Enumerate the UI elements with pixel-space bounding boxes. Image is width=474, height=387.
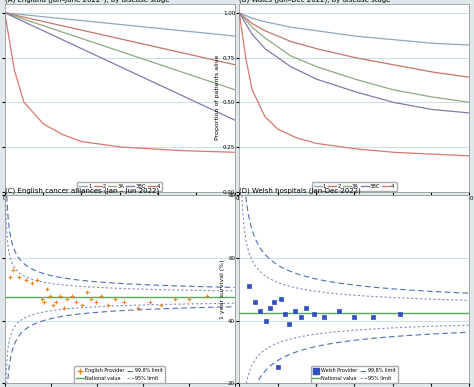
Point [335,308,343,314]
Point [33,277,41,283]
Point [60,305,67,311]
Legend: 1, 2, 3A, 3BC, 4: 1, 2, 3A, 3BC, 4 [312,182,397,191]
Point [396,311,404,317]
Point [7,274,14,280]
Y-axis label: 1 year survival (%): 1 year survival (%) [220,260,225,319]
Point [28,280,36,286]
Point [78,302,86,308]
Point [15,274,22,280]
Point [291,308,299,314]
Text: (A) England (Jan–June 2022*), by disease stage: (A) England (Jan–June 2022*), by disease… [5,0,169,3]
Legend: English Provider, National value, 99.8% limit, 95% limit: English Provider, National value, 99.8% … [74,366,165,383]
Text: (B) Wales (Jan–Dec 2022), by disease stage: (B) Wales (Jan–Dec 2022), by disease sta… [239,0,391,3]
Point [73,299,80,305]
Point [53,299,60,305]
Point [171,296,179,302]
Point [320,314,328,320]
Text: (C) English cancer alliances (Jan – Jun 2022): (C) English cancer alliances (Jan – Jun … [5,188,159,194]
Point [282,311,289,317]
Point [297,314,304,320]
Point [46,293,54,299]
Point [146,299,154,305]
Text: (D) Welsh hospitals (Jan-Dec 2022): (D) Welsh hospitals (Jan-Dec 2022) [239,188,361,194]
Legend: Welsh Provider, National value, 99.8% limit, 95% limit: Welsh Provider, National value, 99.8% li… [310,366,398,383]
Point [251,299,258,305]
Point [256,308,264,314]
Point [120,299,128,305]
Point [83,289,91,296]
Point [22,277,30,283]
Point [92,299,100,305]
Point [98,293,105,299]
Point [266,305,274,311]
Point [104,302,111,308]
Point [87,296,95,302]
Point [302,305,310,311]
Point [185,296,192,302]
Point [9,267,17,274]
Point [310,311,318,317]
Point [68,293,76,299]
Point [274,365,282,371]
Point [270,299,278,305]
Point [262,317,270,324]
Point [157,302,165,308]
Point [111,296,119,302]
Point [56,293,64,299]
Point [43,286,51,292]
Point [49,302,56,308]
Legend: 1, 2, 3A, 3BC, 4: 1, 2, 3A, 3BC, 4 [77,182,162,191]
X-axis label: Time from diagnosis (days): Time from diagnosis (days) [311,204,397,209]
Point [64,296,71,302]
X-axis label: Time from diagnosis (days): Time from diagnosis (days) [77,204,163,209]
Point [203,293,211,299]
Point [278,296,285,302]
Point [38,296,46,302]
Y-axis label: Proportion of patients alive: Proportion of patients alive [215,55,220,140]
Point [40,299,48,305]
Point [245,283,253,289]
Point [350,314,358,320]
Point [285,320,293,327]
Point [134,305,142,311]
Point [370,314,377,320]
